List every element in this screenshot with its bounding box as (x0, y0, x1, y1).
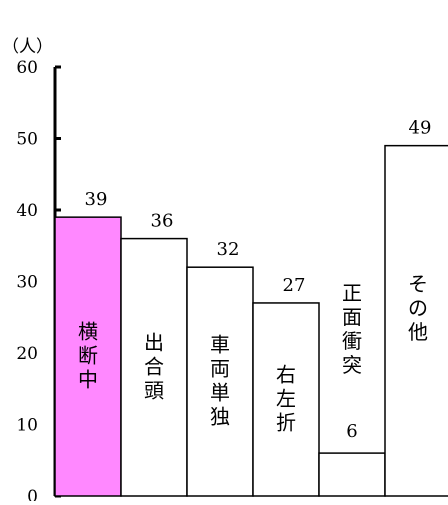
bar-category-label: 出合頭 (144, 330, 164, 402)
bar-category-char: 頭 (144, 378, 164, 402)
bar-category-char: 合 (144, 354, 164, 378)
bar-category-label: 横断中 (78, 320, 98, 392)
bar (384, 144, 448, 497)
bar (252, 302, 320, 497)
bar-value-label: 6 (346, 421, 357, 442)
bar-value-label: 32 (217, 239, 240, 260)
y-tick-label: 40 (16, 201, 38, 221)
bar (318, 452, 386, 497)
bar-category-char: 横 (78, 320, 98, 344)
y-tick-label: 0 (27, 487, 38, 501)
bar (120, 237, 188, 497)
bar-category-char: 折 (276, 410, 296, 434)
bar-category-char: 突 (342, 353, 362, 377)
bar-category-char: 衝 (342, 329, 362, 353)
bar-labels: 39 横断中 36 出合頭 32 車両単独 27 右左折 6 正面衝突 49 その他 (78, 118, 431, 442)
y-tick-label: 30 (16, 273, 38, 293)
bar-category-char: 面 (342, 305, 362, 329)
y-tick-label: 10 (16, 416, 38, 436)
bar-category-label: その他 (408, 272, 428, 344)
bar-category-label: 右左折 (276, 362, 296, 434)
y-tick-label: 60 (16, 58, 38, 78)
bar-category-char: 出 (144, 330, 164, 354)
bar-category-char: 両 (210, 357, 230, 381)
bar-value-label: 36 (151, 211, 174, 232)
bar-category-label: 車両単独 (210, 333, 230, 429)
bar-category-char: 車 (210, 333, 230, 357)
bar-category-char: 右 (276, 362, 296, 386)
bar-category-char: 中 (78, 368, 98, 392)
bar-category-label: 正面衝突 (342, 281, 362, 377)
bar-category-char: 正 (342, 281, 362, 305)
bar-value-label: 39 (85, 189, 108, 210)
y-tick-label: 20 (16, 344, 38, 364)
bar-series (54, 144, 448, 497)
bar-category-char: 他 (408, 320, 428, 344)
bar-category-char: 断 (78, 344, 98, 368)
y-tick-label: 50 (16, 130, 38, 150)
bar-category-char: そ (408, 272, 428, 296)
bar-category-char: 独 (210, 405, 230, 429)
y-axis-unit-label: （人） (2, 37, 53, 57)
bar-category-char: の (408, 296, 428, 320)
bar-value-label: 49 (409, 118, 432, 139)
bar-category-char: 単 (210, 381, 230, 405)
bar-value-label: 27 (283, 275, 306, 296)
bar-category-char: 左 (276, 386, 296, 410)
